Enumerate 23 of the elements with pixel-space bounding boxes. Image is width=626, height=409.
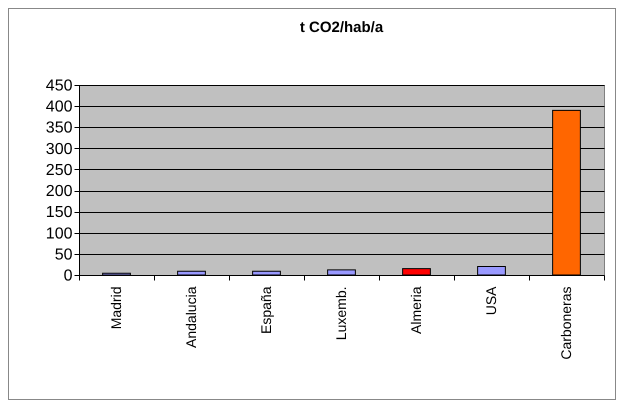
bar: [477, 266, 506, 276]
y-tick-label: 100: [46, 225, 73, 242]
x-tick-label: Almeria: [408, 286, 424, 334]
bar: [327, 269, 356, 276]
x-tick-label: Carboneras: [558, 286, 574, 360]
y-tick-label: 400: [46, 98, 73, 116]
x-tick-label: Madrid: [108, 286, 124, 330]
bar: [402, 268, 431, 276]
x-tick-label: España: [258, 286, 274, 334]
x-tick-label: Luxemb.: [333, 286, 349, 340]
x-tick-label: USA: [483, 286, 499, 316]
y-tick-label: 0: [64, 268, 73, 284]
bar: [177, 270, 206, 276]
bar: [252, 270, 281, 276]
y-tick-label: 350: [46, 120, 73, 137]
chart-title: t CO2/hab/a: [300, 19, 384, 36]
y-tick-label: 50: [54, 246, 73, 264]
y-tick-label: 200: [46, 183, 73, 200]
y-tick-label: 300: [46, 140, 73, 158]
y-tick-label: 450: [46, 78, 73, 94]
y-tick-label: 150: [46, 204, 73, 222]
y-tick-label: 250: [46, 162, 73, 179]
x-tick-label: Andalucia: [183, 286, 199, 348]
